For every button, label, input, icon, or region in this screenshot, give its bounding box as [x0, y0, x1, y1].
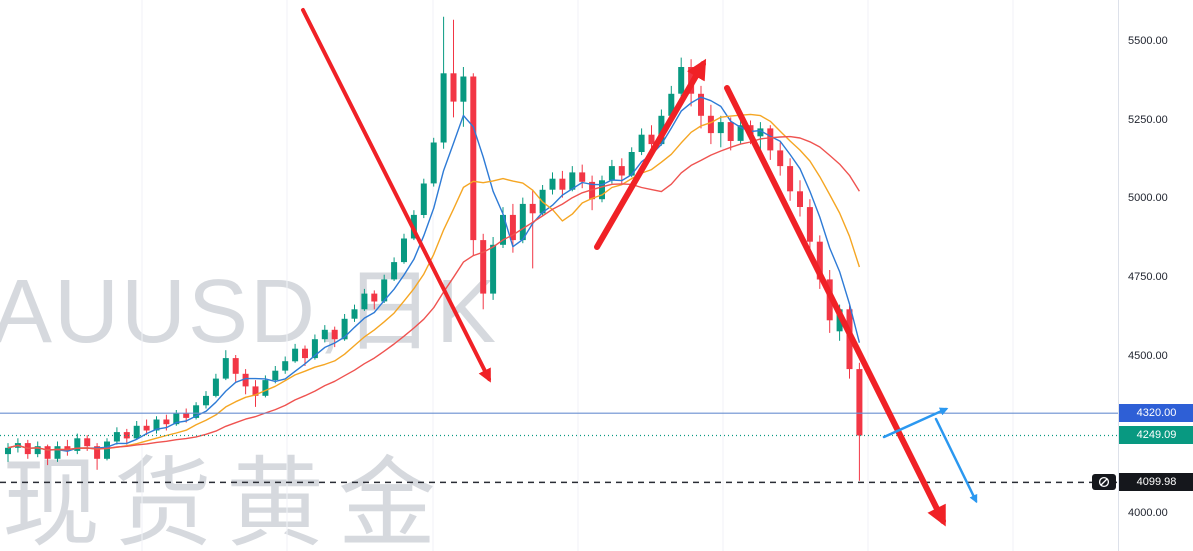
blue-bounce-arrow[interactable]: [882, 407, 949, 439]
price-axis-label: 5000.00: [1128, 192, 1168, 204]
price-axis-label: 4000.00: [1128, 507, 1168, 519]
grid-layer: [141, 0, 1014, 551]
last-price-line-badge[interactable]: 4249.09: [1119, 426, 1193, 444]
price-axis-label: 5500.00: [1128, 35, 1168, 47]
moving-average-layer: [7, 96, 861, 452]
blue-down-arrow[interactable]: [934, 417, 978, 504]
ma-10-line: [7, 113, 861, 451]
ma-5-line: [7, 96, 861, 452]
red-up-arrow[interactable]: [594, 58, 707, 250]
ma-20-line: [7, 135, 860, 451]
price-axis-label: 4750.00: [1128, 271, 1168, 283]
price-axis-label: 5250.00: [1128, 114, 1168, 126]
price-axis-label: 4500.00: [1128, 350, 1168, 362]
red-down-arrow-right[interactable]: [724, 85, 946, 527]
alert-line-badge[interactable]: 4320.00: [1119, 404, 1193, 422]
price-axis[interactable]: 5500.00 5250.00 5000.00 4750.00 4500.00 4000.…: [1118, 0, 1193, 551]
drawing-arrows-layer[interactable]: [301, 8, 978, 527]
red-down-arrow-left[interactable]: [301, 8, 491, 383]
dashed-level-line-badge[interactable]: 4099.98: [1119, 473, 1193, 491]
price-lines-layer[interactable]: [0, 412, 1118, 484]
candles-layer: [5, 16, 863, 481]
no-entry-icon[interactable]: [1092, 474, 1116, 490]
